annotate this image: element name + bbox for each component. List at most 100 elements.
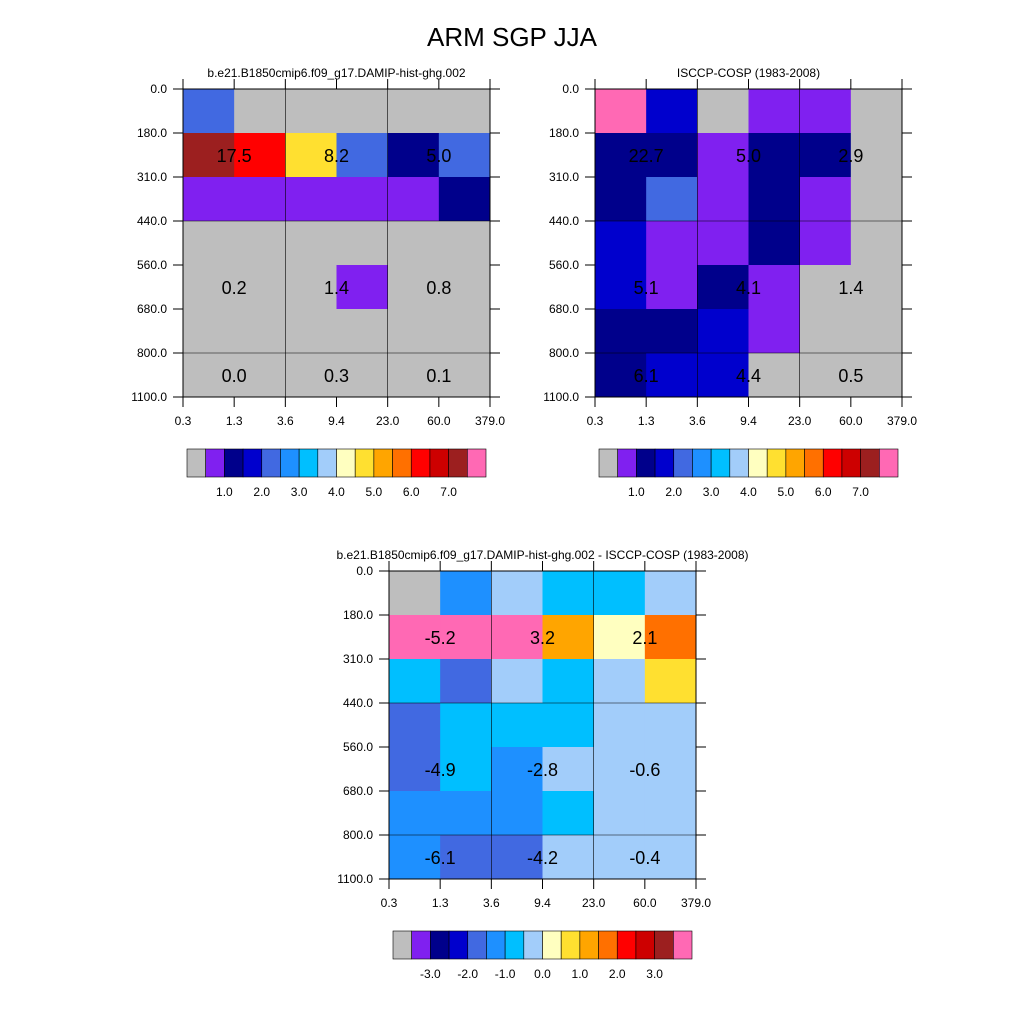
colorbar-swatch (673, 448, 693, 478)
colorbar-swatch (467, 930, 487, 960)
colorbar-label: 3.0 (703, 485, 720, 499)
heatmap-cell (438, 133, 491, 178)
y-tick-label: 310.0 (137, 170, 167, 184)
heatmap-cell (595, 221, 647, 266)
x-tick-label: 9.4 (740, 414, 757, 428)
heatmap-cell (595, 309, 647, 354)
heatmap-cell (799, 353, 852, 398)
colorbar-swatch (429, 448, 449, 478)
colorbar-swatch (280, 448, 300, 478)
colorbar-swatch (336, 448, 356, 478)
heatmap-cell (799, 309, 852, 354)
heatmap-cell (183, 353, 235, 398)
colorbar-swatch (504, 930, 525, 960)
colorbar-swatch (766, 448, 787, 478)
heatmap-cell (542, 703, 595, 748)
heatmap-cell (542, 835, 595, 880)
heatmap-cell (644, 747, 697, 792)
heatmap-cell (646, 133, 698, 178)
colorbar-label: 4.0 (328, 485, 345, 499)
colorbar-swatch (579, 930, 599, 960)
colorbar-label: 3.0 (646, 967, 663, 981)
cell-value-label: -4.9 (425, 760, 456, 780)
colorbar-label: 0.0 (534, 967, 551, 981)
x-tick-label: 60.0 (839, 414, 863, 428)
cell-value-label: 17.5 (217, 146, 252, 166)
heatmap-cell (799, 265, 852, 310)
heatmap-cell (644, 791, 697, 836)
colorbar-swatch (804, 448, 824, 478)
heatmap-cell (285, 221, 337, 266)
cell-value-label: 22.7 (629, 146, 664, 166)
heatmap-cell (593, 835, 646, 880)
heatmap-cell (491, 615, 543, 660)
heatmap-cell (697, 133, 749, 178)
panel-title: ISCCP-COSP (1983-2008) (677, 66, 820, 80)
colorbar-swatch (654, 448, 675, 478)
heatmap-cell (389, 615, 441, 660)
x-tick-label: 379.0 (475, 414, 505, 428)
colorbar-swatch (542, 930, 562, 960)
heatmap-cell (183, 221, 235, 266)
heatmap-cell (595, 265, 647, 310)
cell-value-label: 0.2 (222, 278, 247, 298)
y-tick-label: 180.0 (343, 608, 373, 622)
heatmap-cell (234, 221, 286, 266)
heatmap-cell (183, 133, 235, 178)
x-tick-label: 0.3 (587, 414, 604, 428)
x-tick-label: 60.0 (633, 896, 657, 910)
colorbar-label: -3.0 (420, 967, 441, 981)
heatmap-cell (593, 747, 646, 792)
cell-value-label: 0.1 (426, 366, 451, 386)
heatmap-cell (387, 309, 440, 354)
heatmap-cell (440, 747, 492, 792)
y-tick-label: 680.0 (549, 302, 579, 316)
x-tick-label: 1.3 (638, 414, 655, 428)
heatmap-cell (285, 309, 337, 354)
heatmap-cell (542, 615, 595, 660)
y-tick-label: 1100.0 (337, 872, 373, 886)
heatmap-cell (646, 89, 698, 134)
heatmap-cell (440, 835, 492, 880)
heatmap-cell (697, 309, 749, 354)
heatmap-cell (542, 571, 595, 616)
heatmap-cell (593, 615, 646, 660)
colorbar-swatch (224, 448, 244, 478)
y-tick-label: 800.0 (343, 828, 373, 842)
heatmap-cell (336, 133, 389, 178)
cell-value-label: -0.6 (629, 760, 660, 780)
y-tick-label: 1100.0 (131, 390, 167, 404)
colorbar-swatch (560, 930, 581, 960)
heatmap-cell (336, 177, 389, 222)
heatmap-cell (697, 265, 749, 310)
colorbar-swatch (673, 930, 693, 960)
colorbar-label: 2.0 (609, 967, 626, 981)
colorbar-swatch (373, 448, 393, 478)
cell-value-label: 0.3 (324, 366, 349, 386)
heatmap-cell (595, 353, 647, 398)
x-tick-label: 1.3 (432, 896, 449, 910)
cell-value-label: 5.0 (736, 146, 761, 166)
y-tick-label: 0.0 (562, 82, 579, 96)
colorbar-swatch (617, 448, 637, 478)
cell-value-label: 0.0 (222, 366, 247, 386)
heatmap-cell (748, 177, 801, 222)
heatmap-cell (644, 571, 697, 616)
colorbar-swatch (598, 448, 618, 478)
heatmap-cell (748, 265, 801, 310)
colorbar-label: 2.0 (253, 485, 270, 499)
x-tick-label: 23.0 (376, 414, 400, 428)
cell-value-label: 5.1 (634, 278, 659, 298)
heatmap-cell (491, 571, 543, 616)
heatmap-cell (542, 791, 595, 836)
heatmap-cell (646, 309, 698, 354)
x-tick-label: 9.4 (328, 414, 345, 428)
heatmap-cell (438, 309, 491, 354)
cell-value-label: 8.2 (324, 146, 349, 166)
colorbar-swatch (448, 930, 469, 960)
heatmap-cell (850, 133, 903, 178)
colorbar-swatch (710, 448, 731, 478)
heatmap-cell (644, 835, 697, 880)
colorbar-swatch (785, 448, 805, 478)
